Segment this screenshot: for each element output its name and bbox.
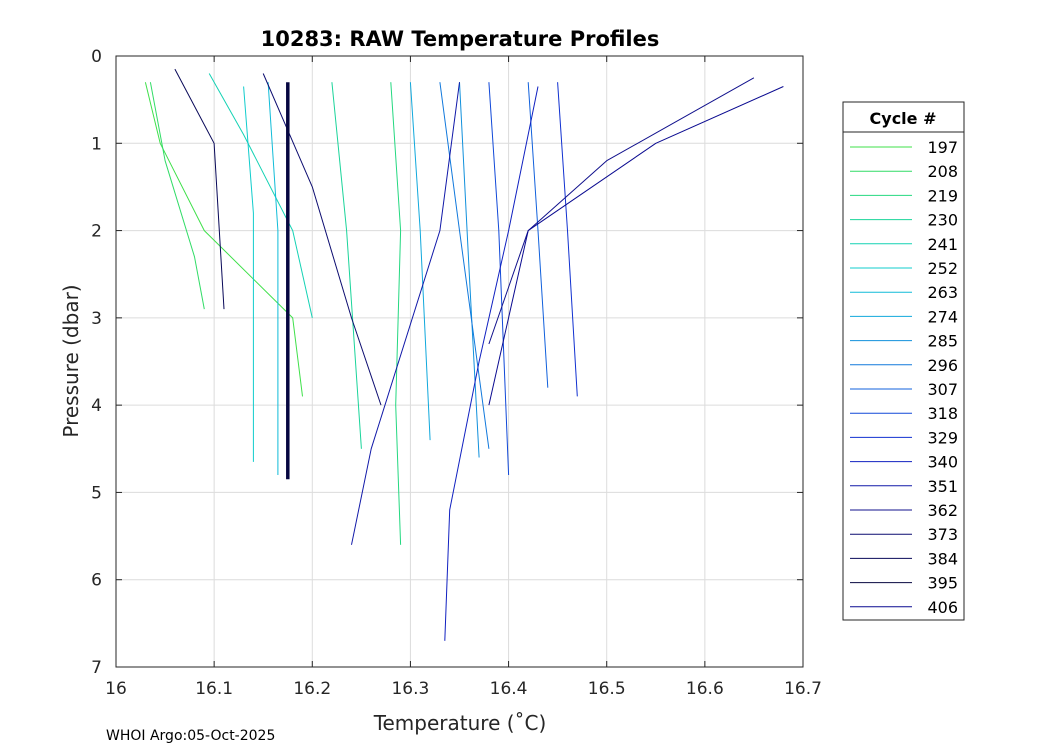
- legend-label-285: 285: [927, 332, 958, 351]
- legend-label-406: 406: [927, 598, 958, 617]
- series-line-219: [390, 82, 402, 545]
- legend-label-340: 340: [927, 453, 958, 472]
- series-line-329: [557, 82, 578, 397]
- legend-label-241: 241: [927, 235, 958, 254]
- y-axis-label: Pressure (dbar): [59, 284, 83, 437]
- series-line-340: [444, 86, 539, 641]
- axes-box: [115, 55, 804, 668]
- x-tick-label: 16.2: [293, 679, 331, 699]
- series-line-263: [267, 82, 279, 475]
- legend-label-274: 274: [927, 307, 958, 326]
- legend-label-384: 384: [927, 549, 958, 568]
- y-tick-label: 5: [91, 483, 102, 503]
- axes-frame: [115, 55, 804, 668]
- y-tick-label: 2: [91, 222, 102, 242]
- legend-label-362: 362: [927, 501, 958, 520]
- legend-label-373: 373: [927, 525, 958, 544]
- legend-label-263: 263: [927, 283, 958, 302]
- series-line-285: [459, 82, 480, 458]
- legend-label-230: 230: [927, 211, 958, 230]
- series-line-274: [409, 82, 431, 441]
- series-layer: [144, 68, 784, 641]
- y-tick-label: 3: [91, 309, 102, 329]
- legend-label-307: 307: [927, 380, 958, 399]
- series-line-230: [331, 82, 362, 449]
- legend-label-329: 329: [927, 428, 958, 447]
- x-tick-label: 16: [105, 679, 127, 699]
- series-line-351: [351, 82, 460, 545]
- x-tick-label: 16.6: [686, 679, 724, 699]
- plot-background: [116, 56, 803, 667]
- series-line-208: [149, 82, 205, 310]
- series-line-318: [488, 82, 510, 476]
- x-tick-label: 16.5: [588, 679, 626, 699]
- y-tick-label: 4: [91, 396, 102, 416]
- legend-label-219: 219: [927, 186, 958, 205]
- y-tick-label: 7: [91, 658, 102, 678]
- y-tick-label: 0: [91, 47, 102, 67]
- grid: [116, 56, 803, 667]
- y-tick-label: 6: [91, 571, 102, 591]
- plot-area: [116, 56, 803, 667]
- legend-title: Cycle #: [870, 109, 937, 128]
- series-line-406: [488, 86, 784, 406]
- ticks: 16 16.1 16.2 16.3 16.4 16.5 16.6 16.7 0 1 2 3 4 5 6 7: [91, 47, 822, 699]
- series-line-296: [439, 82, 490, 449]
- legend-label-197: 197: [927, 138, 958, 157]
- x-axis-label: Temperature (˚C): [373, 711, 547, 735]
- footer-credit: WHOI Argo:05-Oct-2025: [106, 728, 275, 744]
- series-line-197: [144, 82, 303, 397]
- y-tick-label: 1: [91, 134, 102, 154]
- legend-label-351: 351: [927, 477, 958, 496]
- legend-label-208: 208: [927, 162, 958, 181]
- series-line-362: [488, 77, 755, 345]
- series-line-241: [208, 73, 313, 319]
- legend: Cycle # 197 208 219 230 241 252 263 274 285 296 30…: [842, 101, 965, 621]
- legend-label-395: 395: [927, 574, 958, 593]
- x-tick-label: 16.1: [195, 679, 233, 699]
- legend-entries: 197 208 219 230 241 252 263 274 285 296 307 318 329 3…: [850, 138, 958, 617]
- series-group: [144, 68, 784, 641]
- legend-label-252: 252: [927, 259, 958, 278]
- series-line-384: [174, 68, 225, 310]
- series-line-307: [527, 82, 549, 388]
- series-line-252: [243, 86, 254, 462]
- x-tick-label: 16.7: [784, 679, 822, 699]
- chart-title: 10283: RAW Temperature Profiles: [261, 27, 660, 51]
- x-tick-label: 16.3: [391, 679, 429, 699]
- legend-label-296: 296: [927, 356, 958, 375]
- legend-label-318: 318: [927, 404, 958, 423]
- legend-box: [842, 101, 965, 621]
- x-tick-label: 16.4: [490, 679, 528, 699]
